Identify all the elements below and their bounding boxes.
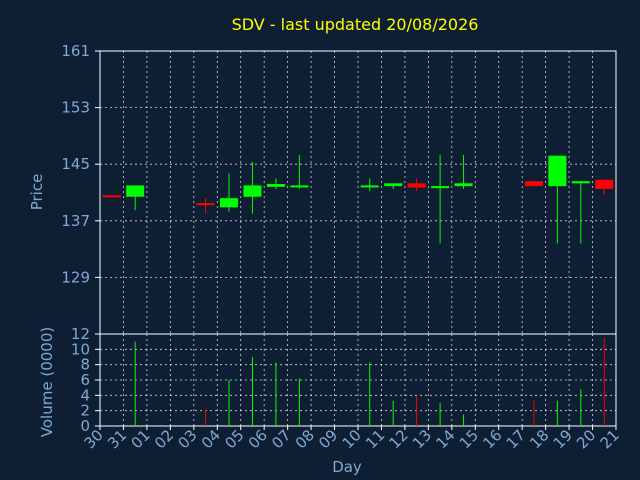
price-axis-label: Price	[28, 174, 46, 211]
x-tick-label-05: 05	[221, 426, 247, 452]
candle-body-20	[595, 179, 614, 189]
price-ytick-label: 129	[61, 268, 90, 286]
candle-body-19	[571, 181, 590, 184]
x-tick-label-10: 10	[339, 426, 365, 452]
candle-body-17	[524, 181, 543, 187]
candle-body-07	[290, 185, 309, 188]
x-tick-label-01: 01	[128, 426, 154, 452]
day-axis-label: Day	[332, 458, 362, 476]
candle-body-10	[360, 185, 379, 188]
volume-ytick-label: 2	[80, 402, 90, 420]
volume-ytick-label: 4	[80, 386, 90, 404]
price-ytick-label: 153	[61, 99, 90, 117]
x-tick-label-18: 18	[526, 426, 552, 452]
x-tick-label-15: 15	[456, 426, 482, 452]
price-ytick-label: 161	[61, 42, 90, 60]
x-tick-label-09: 09	[315, 426, 341, 452]
candle-body-04	[220, 198, 238, 208]
price-panel: 129 137 145 153 161	[61, 42, 617, 335]
chart-title: SDV - last updated 20/08/2026	[232, 15, 479, 34]
x-tick-labels: 3031010203040506070809101112131415161718…	[81, 426, 623, 452]
x-tick-label-08: 08	[292, 426, 318, 452]
volume-ytick-label: 12	[71, 325, 90, 343]
candle-body-13	[431, 186, 450, 189]
candle-body-06	[266, 184, 285, 187]
candle-body-03	[196, 203, 215, 206]
volume-ytick-label: 8	[80, 356, 90, 374]
x-tick-label-04: 04	[198, 426, 224, 452]
price-ytick-label: 137	[61, 212, 90, 230]
x-tick-label-03: 03	[174, 426, 200, 452]
candle-body-18	[548, 155, 567, 187]
x-tick-label-07: 07	[268, 426, 294, 452]
volume-ytick-label: 0	[80, 417, 90, 435]
volume-ytick-label: 6	[80, 371, 90, 389]
price-ytick-label: 145	[61, 155, 90, 173]
x-tick-label-20: 20	[573, 426, 599, 452]
candle-body-11	[384, 183, 403, 187]
x-tick-label-13: 13	[409, 426, 435, 452]
x-tick-label-17: 17	[503, 426, 529, 452]
x-tick-label-21: 21	[597, 426, 623, 452]
x-tick-label-02: 02	[151, 426, 177, 452]
candle-body-31	[126, 185, 145, 197]
x-tick-label-11: 11	[362, 426, 388, 452]
candle-body-30	[102, 195, 121, 198]
x-tick-label-16: 16	[479, 426, 505, 452]
x-tick-label-31: 31	[104, 426, 130, 452]
x-tick-label-19: 19	[550, 426, 576, 452]
x-tick-label-14: 14	[432, 426, 458, 452]
candle-body-05	[243, 185, 262, 197]
volume-ytick-label: 10	[71, 340, 90, 358]
x-tick-label-06: 06	[245, 426, 271, 452]
candle-body-14	[454, 183, 473, 187]
candle-body-12	[407, 183, 426, 188]
x-tick-label-12: 12	[386, 426, 412, 452]
volume-axis-label: Volume (0000)	[38, 327, 56, 437]
